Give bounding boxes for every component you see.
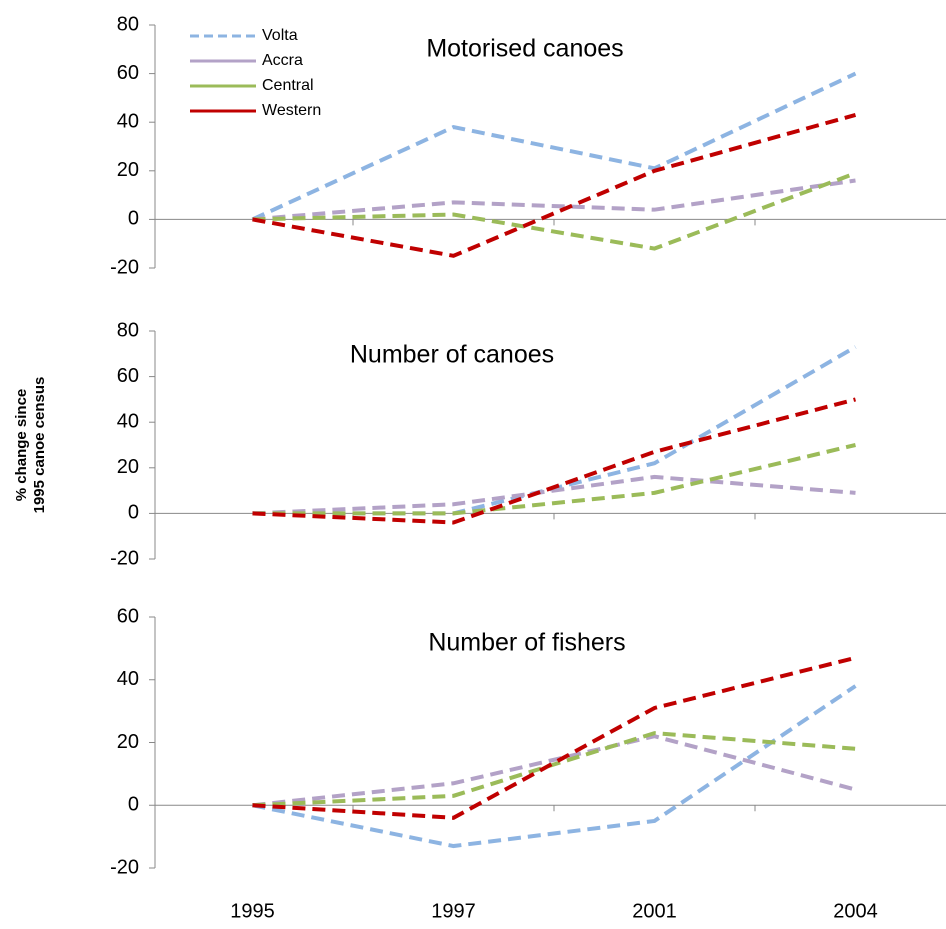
y-tick-label: 20 [117,159,139,181]
y-tick-label: 0 [128,502,139,524]
y-axis-label: % change since [13,389,30,502]
chart-title: Motorised canoes [426,35,623,63]
series-line [252,684,857,849]
legend-label: Western [262,102,321,119]
y-tick-label: 0 [128,208,139,230]
y-tick-label: 80 [117,13,139,35]
y-tick-label: 60 [117,365,139,387]
series-line [252,474,856,516]
y-tick-label: 20 [117,731,139,753]
series-line [252,734,857,808]
y-tick-label: 0 [128,794,139,816]
y-axis-label: 1995 canoe census [31,377,48,514]
chart-title: Number of canoes [350,341,554,369]
series-line [251,71,857,222]
legend-label: Volta [262,27,298,44]
y-tick-label: -20 [110,547,139,569]
y-tick-label: 80 [117,319,139,341]
x-tick-label: 2004 [833,900,878,922]
series-line [252,655,856,820]
series-line [252,171,857,251]
x-tick-label: 1995 [230,900,275,922]
chart-title: Number of fishers [428,629,625,657]
y-tick-label: 60 [117,605,139,627]
y-tick-label: 20 [117,456,139,478]
series-line [252,397,857,525]
series-line [252,443,856,516]
y-tick-label: 60 [117,62,139,84]
series-line [252,731,856,808]
x-tick-label: 1997 [431,900,476,922]
legend-label: Accra [262,52,303,69]
series-line [252,112,857,258]
y-tick-label: 40 [117,410,139,432]
y-tick-label: 40 [117,668,139,690]
y-tick-label: 40 [117,110,139,132]
series-line [252,178,856,222]
x-tick-label: 2001 [632,900,677,922]
y-tick-label: -20 [110,856,139,878]
legend-label: Central [262,77,314,94]
y-tick-label: -20 [110,256,139,278]
